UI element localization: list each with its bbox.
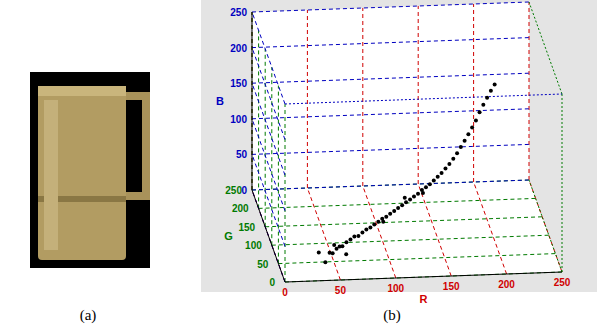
svg-text:0: 0 — [241, 185, 247, 196]
svg-text:100: 100 — [230, 114, 247, 125]
svg-text:150: 150 — [230, 78, 247, 89]
svg-text:100: 100 — [245, 240, 262, 251]
svg-text:R: R — [420, 293, 428, 305]
svg-text:200: 200 — [232, 203, 249, 214]
svg-text:(b): (b) — [383, 307, 401, 324]
svg-text:200: 200 — [498, 279, 515, 290]
svg-text:50: 50 — [236, 149, 248, 160]
svg-text:150: 150 — [239, 222, 256, 233]
svg-text:0: 0 — [282, 287, 288, 298]
svg-text:50: 50 — [335, 285, 347, 296]
svg-text:B: B — [216, 95, 224, 107]
svg-text:50: 50 — [257, 259, 269, 270]
svg-text:250: 250 — [230, 7, 247, 18]
svg-text:(a): (a) — [80, 307, 97, 324]
svg-text:G: G — [224, 230, 233, 242]
svg-text:100: 100 — [387, 283, 404, 294]
svg-text:0: 0 — [269, 277, 275, 288]
svg-text:150: 150 — [443, 281, 460, 292]
svg-text:250: 250 — [225, 185, 242, 196]
svg-text:200: 200 — [230, 43, 247, 54]
svg-text:250: 250 — [554, 277, 571, 288]
